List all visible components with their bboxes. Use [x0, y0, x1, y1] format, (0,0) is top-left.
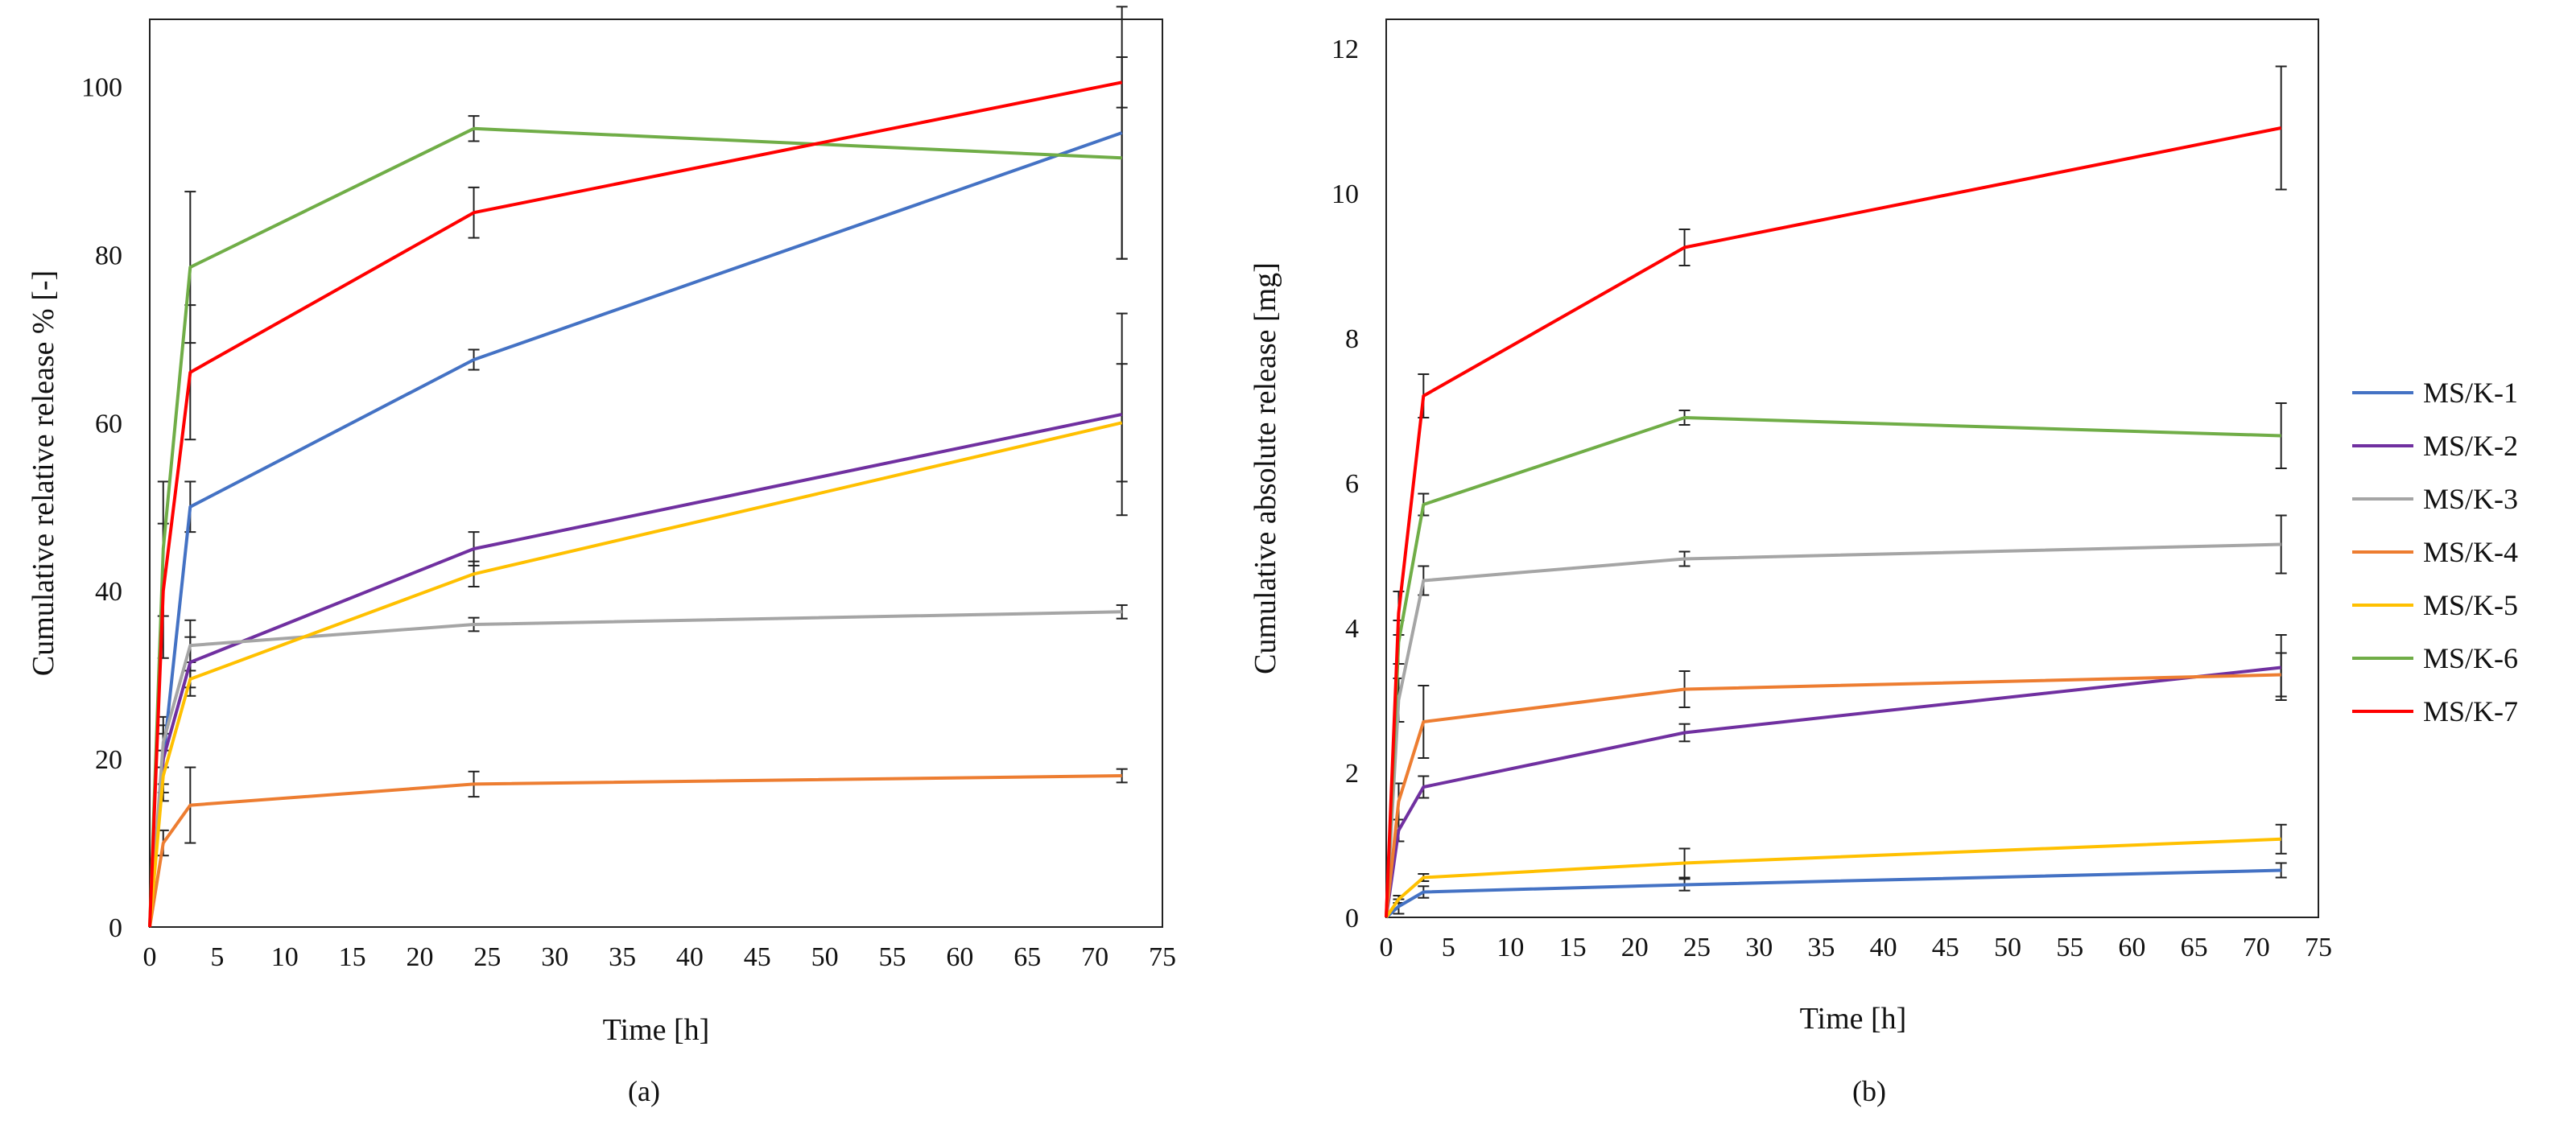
x-tick-label: 45	[744, 942, 771, 972]
panel-label: (a)	[628, 1075, 660, 1107]
x-tick-label: 75	[2305, 933, 2332, 962]
legend-label: MS/K-3	[2423, 483, 2518, 515]
legend-item-ms-k-6: MS/K-6	[2352, 642, 2518, 674]
y-tick-label: 6	[1345, 469, 1359, 499]
series-lines	[1385, 126, 2282, 919]
plot-area-frame	[1385, 19, 2319, 918]
series-line-ms-k-4	[1385, 673, 2281, 918]
x-tick-label: 0	[143, 942, 157, 972]
legend-item-ms-k-2: MS/K-2	[2352, 430, 2518, 462]
plot-area-frame	[149, 19, 1163, 928]
y-tick-labels: 0 2 4 6 8 10 12	[1331, 35, 1359, 933]
series-line-ms-k-1	[1385, 868, 2281, 919]
x-tick-label: 35	[1807, 933, 1835, 962]
series-line-ms-k-5	[1385, 837, 2281, 919]
x-tick-label: 35	[609, 942, 636, 972]
x-tick-label: 55	[2056, 933, 2083, 962]
x-tick-label: 25	[1683, 933, 1711, 962]
series-line-ms-k-7	[1385, 126, 2282, 918]
y-tick-label: 10	[1331, 179, 1359, 209]
legend-label: MS/K-2	[2423, 430, 2518, 462]
x-tick-label: 10	[1496, 933, 1524, 962]
series-line-ms-k-2	[148, 412, 1123, 928]
error-bars	[1393, 65, 2287, 915]
series-line-ms-k-2	[1385, 665, 2281, 918]
y-axis-title: Cumulative absolute release [mg]	[1249, 262, 1282, 674]
x-tick-label: 5	[1442, 933, 1455, 962]
x-tick-label: 70	[2243, 933, 2270, 962]
legend-label: MS/K-7	[2423, 695, 2518, 727]
y-tick-label: 2	[1345, 759, 1359, 789]
y-tick-label: 60	[95, 409, 122, 439]
legend-item-ms-k-3: MS/K-3	[2352, 483, 2518, 515]
chart-panel-a: 0 5 10 15 20 25 30 35 40 45 50 55 60 65 70 75 0 20 40 60 80…	[27, 6, 1176, 1107]
y-tick-label: 80	[95, 241, 122, 270]
series-line-ms-k-3	[148, 610, 1122, 928]
x-tick-label: 15	[1559, 933, 1587, 962]
x-tick-label: 60	[2118, 933, 2145, 962]
x-tick-label: 45	[1932, 933, 1959, 962]
x-tick-label: 15	[339, 942, 366, 972]
legend-item-ms-k-7: MS/K-7	[2352, 695, 2518, 727]
legend-label: MS/K-1	[2423, 377, 2518, 409]
series-line-ms-k-5	[148, 421, 1123, 928]
x-tick-label: 0	[1380, 933, 1393, 962]
legend: MS/K-1 MS/K-2 MS/K-3 MS/K-4 MS/K-5 MS/K-6 MS/K…	[2352, 377, 2518, 727]
x-tick-label: 30	[541, 942, 568, 972]
series-line-ms-k-1	[148, 131, 1123, 928]
x-tick-label: 65	[1013, 942, 1041, 972]
y-tick-label: 8	[1345, 324, 1359, 354]
series-lines	[148, 80, 1123, 928]
x-tick-label: 55	[879, 942, 906, 972]
x-tick-labels: 0 5 10 15 20 25 30 35 40 45 50 55 60 65 70 75	[143, 942, 1177, 972]
x-tick-label: 20	[1621, 933, 1649, 962]
legend-item-ms-k-5: MS/K-5	[2352, 589, 2518, 621]
x-tick-label: 60	[946, 942, 973, 972]
error-bars	[157, 6, 1128, 857]
series-line-ms-k-7	[148, 80, 1123, 928]
panel-label: (b)	[1852, 1075, 1886, 1107]
series-line-ms-k-6	[148, 126, 1122, 928]
series-line-ms-k-4	[148, 774, 1122, 928]
legend-label: MS/K-5	[2423, 589, 2518, 621]
x-axis-title: Time [h]	[603, 1013, 710, 1047]
series-line-ms-k-3	[1385, 542, 2281, 918]
x-tick-label: 40	[1870, 933, 1897, 962]
legend-item-ms-k-4: MS/K-4	[2352, 536, 2518, 568]
x-axis-title: Time [h]	[1800, 1002, 1907, 1036]
x-tick-label: 70	[1081, 942, 1108, 972]
y-tick-label: 4	[1345, 614, 1359, 644]
legend-item-ms-k-1: MS/K-1	[2352, 377, 2518, 409]
legend-label: MS/K-6	[2423, 642, 2518, 674]
x-tick-labels: 0 5 10 15 20 25 30 35 40 45 50 55 60 65 70 75	[1380, 933, 2333, 962]
y-tick-label: 0	[1345, 904, 1359, 933]
x-tick-label: 40	[676, 942, 704, 972]
y-tick-label: 12	[1331, 35, 1359, 64]
y-tick-label: 40	[95, 577, 122, 607]
y-tick-label: 0	[109, 913, 122, 943]
x-tick-label: 50	[1994, 933, 2021, 962]
legend-label: MS/K-4	[2423, 536, 2518, 568]
x-tick-label: 30	[1745, 933, 1773, 962]
x-tick-label: 10	[271, 942, 299, 972]
x-tick-label: 5	[210, 942, 224, 972]
x-tick-label: 20	[406, 942, 433, 972]
chart-panel-b: 0 5 10 15 20 25 30 35 40 45 50 55 60 65 70 75 0 2 4 6 8 10 12…	[1249, 19, 2332, 1107]
x-tick-label: 50	[811, 942, 839, 972]
y-tick-label: 100	[81, 73, 122, 103]
series-line-ms-k-6	[1385, 416, 2281, 918]
y-axis-title: Cumulative relative release % [-]	[27, 270, 60, 676]
x-tick-label: 25	[473, 942, 501, 972]
y-tick-label: 20	[95, 745, 122, 775]
x-tick-label: 65	[2181, 933, 2208, 962]
x-tick-label: 75	[1149, 942, 1176, 972]
y-tick-labels: 0 20 40 60 80 100	[81, 73, 122, 943]
